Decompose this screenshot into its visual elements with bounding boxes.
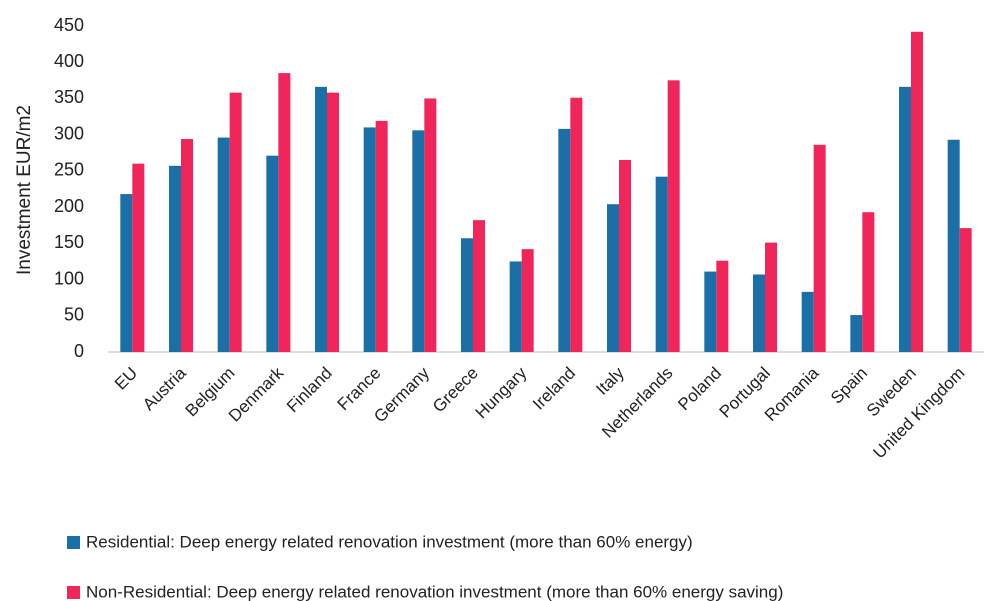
x-tick-label: EU xyxy=(111,363,141,393)
bar xyxy=(363,127,376,352)
bar xyxy=(412,130,425,352)
y-tick-label: 250 xyxy=(54,160,84,180)
bar xyxy=(716,260,729,352)
y-tick-label: 50 xyxy=(64,305,84,325)
bar xyxy=(521,249,534,352)
x-tick-label: Italy xyxy=(592,363,628,399)
bar xyxy=(619,160,631,352)
bar xyxy=(704,271,717,352)
bar xyxy=(509,261,522,352)
bar xyxy=(655,176,668,352)
bar xyxy=(315,86,327,352)
y-tick-label: 350 xyxy=(54,87,84,107)
bar xyxy=(327,92,339,352)
y-tick-label: 400 xyxy=(54,51,84,71)
bar xyxy=(765,242,777,352)
x-tick-label: United Kingdom xyxy=(870,363,969,462)
x-tick-label: Denmark xyxy=(225,363,288,426)
legend-label: Non-Residential: Deep energy related ren… xyxy=(86,582,783,601)
x-tick-label: Hungary xyxy=(472,363,531,422)
bar xyxy=(473,220,485,352)
x-tick-label: Spain xyxy=(827,363,871,407)
x-tick-label: Romania xyxy=(761,363,823,425)
bar xyxy=(667,80,680,352)
bar xyxy=(801,291,814,352)
bar xyxy=(375,120,388,352)
bar xyxy=(266,155,279,352)
bar xyxy=(217,137,230,352)
y-tick-label: 300 xyxy=(54,123,84,143)
bar xyxy=(181,139,193,352)
bar xyxy=(132,163,145,352)
bar xyxy=(278,73,291,352)
legend-label: Residential: Deep energy related renovat… xyxy=(86,532,693,551)
bar xyxy=(558,128,571,352)
bar xyxy=(424,98,437,352)
legend-swatch xyxy=(67,536,80,549)
legend-swatch xyxy=(67,586,80,599)
y-axis-label: Investment EUR/m2 xyxy=(14,105,35,275)
x-tick-label: Finland xyxy=(283,363,336,416)
bar xyxy=(862,212,875,352)
bar xyxy=(570,97,583,352)
bar xyxy=(947,139,960,352)
y-tick-label: 100 xyxy=(54,268,84,288)
y-tick-label: 450 xyxy=(54,15,84,35)
x-tick-label: Ireland xyxy=(529,363,579,413)
bar xyxy=(813,144,826,352)
bar xyxy=(753,274,765,352)
bar xyxy=(911,31,923,352)
bar xyxy=(461,238,473,352)
y-tick-label: 200 xyxy=(54,196,84,216)
y-tick-label: 0 xyxy=(74,341,84,361)
bar xyxy=(120,194,133,352)
y-tick-label: 150 xyxy=(54,232,84,252)
bar xyxy=(899,86,911,352)
bar xyxy=(607,204,619,352)
bar xyxy=(169,165,181,352)
bar xyxy=(229,92,242,352)
bar xyxy=(850,315,863,352)
bar xyxy=(959,228,972,352)
